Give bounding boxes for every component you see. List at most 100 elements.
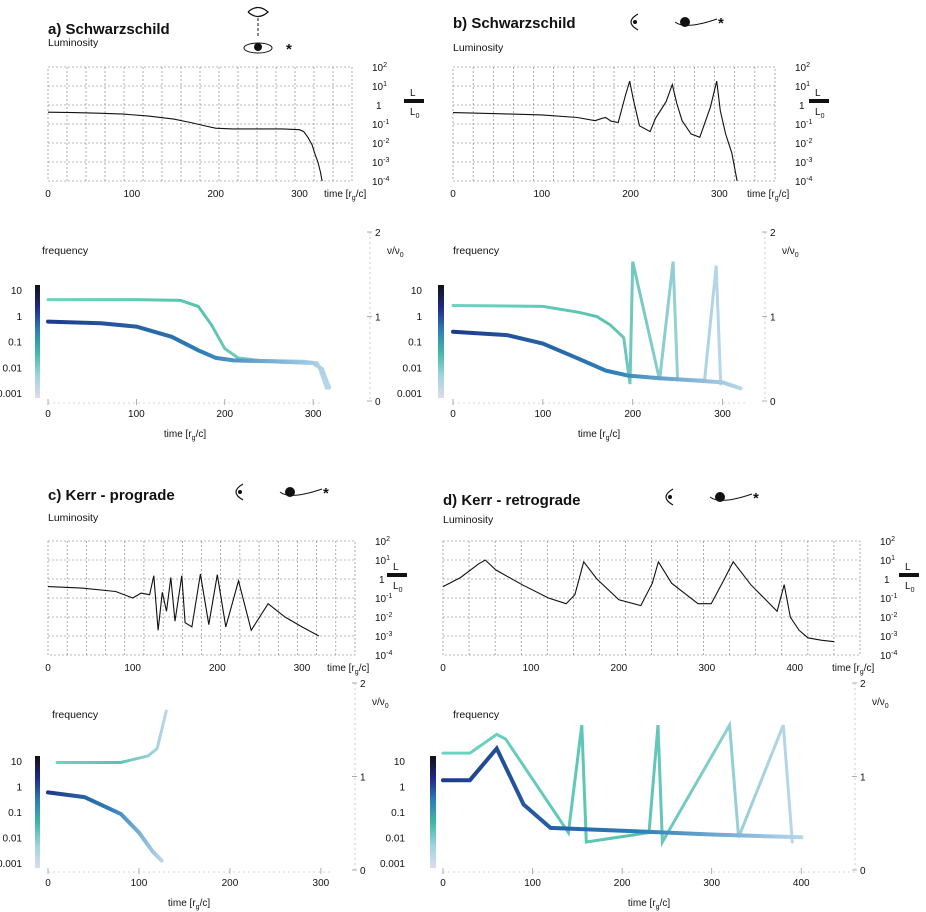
y-tick-label: 1 <box>376 101 382 112</box>
x-tick-label: 100 <box>124 663 141 674</box>
x-tick-label: 0 <box>450 189 456 200</box>
luminosity-plot: 102 101 1 10-1 10-2 10-3 10-4 0 100 200 300 time [r… <box>45 62 424 202</box>
ratio-L: L <box>905 562 911 573</box>
panel-c: c) Kerr - progradeLuminosity*102101110-1… <box>0 483 407 911</box>
x-tick-label: 0 <box>45 409 51 420</box>
x-tick-label: 400 <box>793 878 810 889</box>
frequency-time-label: time [rg/c] <box>168 898 210 911</box>
observer-eye-icon <box>665 488 674 506</box>
color-bar-tick: 0.001 <box>397 389 422 400</box>
frequency-track-upper <box>55 709 168 764</box>
color-bar <box>438 285 444 398</box>
nu-tick-label: 0 <box>360 866 366 877</box>
nu-label: ν/ν0 <box>372 697 389 710</box>
x-tick-label: 100 <box>523 663 540 674</box>
frequency-time-label: time [rg/c] <box>578 429 620 442</box>
panel-title: a) Schwarzschild <box>48 21 170 38</box>
x-tick-label: 0 <box>45 663 51 674</box>
x-tick-label: 0 <box>440 663 446 674</box>
y-tick-label: 102 <box>372 62 387 74</box>
y-tick-label: 10-3 <box>372 157 389 169</box>
nu-tick-label: 1 <box>770 313 776 324</box>
color-bar-tick: 10 <box>11 757 23 768</box>
x-tick-label: 100 <box>533 189 550 200</box>
nu-tick-label: 2 <box>360 679 366 690</box>
nu-tick-label: 1 <box>360 773 366 784</box>
x-tick-label: 300 <box>714 409 731 420</box>
luminosity-label: Luminosity <box>48 37 99 49</box>
x-tick-label: 100 <box>128 409 145 420</box>
color-bar-tick: 0.01 <box>3 363 23 374</box>
lum-time-label: time [rg/c] <box>747 189 789 202</box>
color-bar-tick: 0.01 <box>3 834 23 845</box>
ratio-L: L <box>393 562 399 573</box>
color-bar-tick: 0.1 <box>8 338 22 349</box>
x-tick-label: 0 <box>450 409 456 420</box>
y-tick-label: 1 <box>379 575 385 586</box>
frequency-track-lower <box>451 329 743 391</box>
lum-time-label: time [rg/c] <box>324 189 366 202</box>
luminosity-label: Luminosity <box>443 514 494 526</box>
x-tick-label: 200 <box>209 663 226 674</box>
luminosity-label: Luminosity <box>48 512 99 524</box>
y-tick-label: 101 <box>372 81 387 93</box>
y-tick-label: 101 <box>375 555 390 567</box>
y-tick-label: 1 <box>884 575 890 586</box>
color-bar-tick: 1 <box>16 312 22 323</box>
y-tick-label: 10-3 <box>375 631 392 643</box>
color-bar-tick: 0.001 <box>0 859 22 870</box>
y-tick-label: 10-2 <box>880 612 897 624</box>
star-icon: * <box>718 15 724 32</box>
orbit-star-icon: * <box>674 15 724 32</box>
lum-time-label: time [rg/c] <box>832 663 874 676</box>
nu-tick-label: 0 <box>375 397 381 408</box>
frequency-track-lower <box>441 744 804 840</box>
star-icon: * <box>753 490 759 507</box>
frequency-plot: frequency ν/ν0 0 1 2 0 100 200 300 time [rg/c] 10 1… <box>397 228 799 442</box>
frequency-track-upper <box>441 720 794 848</box>
x-tick-label: 0 <box>45 189 51 200</box>
luminosity-curve <box>452 80 738 182</box>
panel-title: d) Kerr - retrograde <box>443 492 581 509</box>
x-tick-label: 100 <box>535 409 552 420</box>
x-tick-label: 200 <box>624 409 641 420</box>
luminosity-label: Luminosity <box>453 42 504 54</box>
y-tick-label: 10-1 <box>795 119 812 131</box>
frequency-plot: frequency ν/ν0 0 1 2 0 100 200 300 400 time [rg/c]… <box>380 679 889 911</box>
ratio-label: L L0 <box>404 88 424 120</box>
lum-time-label: time [rg/c] <box>327 663 369 676</box>
x-tick-label: 400 <box>786 663 803 674</box>
y-tick-label: 10-2 <box>375 612 392 624</box>
nu-tick-label: 1 <box>375 313 381 324</box>
ratio-L: L <box>815 88 821 99</box>
luminosity-plot: 102 101 1 10-1 10-2 10-3 10-4 0 100 200 300 time [r… <box>450 62 829 202</box>
frequency-plot: frequency ν/ν0 0 1 2 0 100 200 300 time [rg/c] 10 1… <box>0 679 389 911</box>
y-tick-label: 101 <box>795 81 810 93</box>
frequency-track-lower <box>46 319 332 390</box>
frequency-time-label: time [rg/c] <box>164 429 206 442</box>
frequency-label: frequency <box>453 245 500 257</box>
panel-b: b) SchwarzschildLuminosity*102101110-110… <box>397 13 829 442</box>
color-bar-tick: 10 <box>11 286 23 297</box>
observer-eye-icon <box>235 483 244 501</box>
nu-tick-label: 1 <box>860 773 866 784</box>
frequency-plot: frequency ν/ν0 0 1 2 0 100 200 300 time [rg/c] 10 1… <box>0 228 404 442</box>
nu-tick-label: 0 <box>770 397 776 408</box>
frequency-track-lower <box>46 790 164 863</box>
color-bar-tick: 0.01 <box>386 834 406 845</box>
ratio-L: L <box>410 88 416 99</box>
color-bar-tick: 1 <box>416 312 422 323</box>
color-bar-tick: 0.1 <box>408 338 422 349</box>
y-tick-label: 1 <box>799 101 805 112</box>
y-tick-label: 10-1 <box>880 593 897 605</box>
y-tick-label: 10-1 <box>375 593 392 605</box>
y-tick-label: 102 <box>880 536 895 548</box>
star-icon: * <box>323 485 329 502</box>
x-tick-label: 200 <box>614 878 631 889</box>
x-tick-label: 300 <box>703 878 720 889</box>
nu-tick-label: 2 <box>375 228 381 239</box>
x-tick-label: 100 <box>524 878 541 889</box>
orbit-star-icon: * <box>279 485 329 502</box>
